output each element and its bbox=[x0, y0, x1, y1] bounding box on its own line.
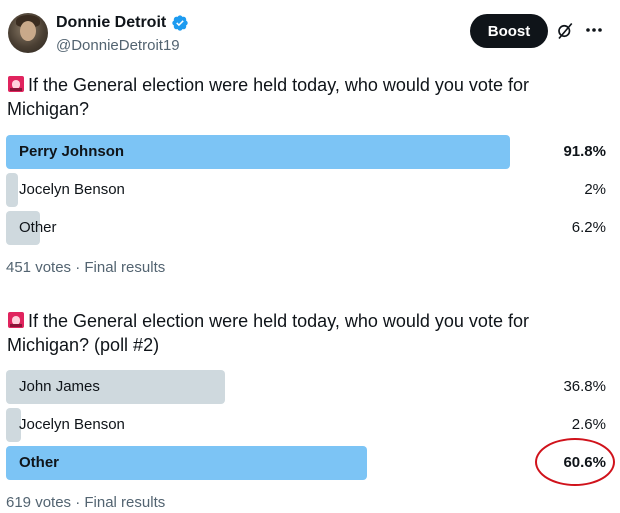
poll-question: If the General election were held today,… bbox=[7, 309, 607, 357]
ellipsis-icon bbox=[586, 28, 602, 32]
poll-option: Other 60.6% bbox=[6, 446, 606, 480]
poll-option-label: Perry Johnson bbox=[19, 143, 125, 160]
boost-button[interactable]: Boost bbox=[470, 14, 548, 48]
author-handle[interactable]: @DonnieDetroit19 bbox=[56, 37, 180, 54]
grok-icon[interactable] bbox=[556, 22, 574, 40]
poll-question-text: If the General election were held today,… bbox=[7, 311, 529, 355]
poll-option: Perry Johnson 91.8% bbox=[6, 135, 606, 169]
siren-icon bbox=[8, 76, 24, 92]
poll-option-label: Jocelyn Benson bbox=[19, 416, 125, 433]
poll-option: John James 36.8% bbox=[6, 370, 606, 404]
poll-option-bar bbox=[6, 211, 40, 245]
poll-option-bar bbox=[6, 370, 225, 404]
poll-option-label: Other bbox=[19, 454, 60, 471]
poll-option-label: Jocelyn Benson bbox=[19, 181, 125, 198]
poll-question-text: If the General election were held today,… bbox=[7, 75, 529, 119]
poll-option: Jocelyn Benson 2% bbox=[6, 173, 606, 207]
poll-option-percent: 2.6% bbox=[571, 416, 606, 433]
poll-option: Jocelyn Benson 2.6% bbox=[6, 408, 606, 442]
poll-option-percent: 36.8% bbox=[563, 378, 606, 395]
poll-question: If the General election were held today,… bbox=[7, 73, 607, 121]
poll-meta: 619 votes · Final results bbox=[6, 494, 166, 511]
poll-option-label: Other bbox=[19, 219, 57, 236]
author-name-row: Donnie Detroit bbox=[56, 14, 189, 32]
verified-badge-icon bbox=[172, 15, 188, 31]
poll-option: Other 6.2% bbox=[6, 211, 606, 245]
poll-option-bar bbox=[6, 408, 21, 442]
poll-option-bar bbox=[6, 446, 367, 480]
poll-option-label: John James bbox=[19, 378, 100, 395]
poll-meta: 451 votes · Final results bbox=[6, 259, 166, 276]
poll-option-bar bbox=[6, 173, 18, 207]
poll-option-percent: 6.2% bbox=[571, 219, 606, 236]
highlight-circle bbox=[535, 438, 615, 486]
post-header: Donnie Detroit @DonnieDetroit19 Boost bbox=[0, 0, 620, 70]
more-options-icon[interactable] bbox=[584, 20, 604, 40]
poll-option-bar bbox=[6, 135, 510, 169]
siren-icon bbox=[8, 312, 24, 328]
poll-option-percent: 91.8% bbox=[563, 143, 606, 160]
poll-option-percent: 2% bbox=[584, 181, 606, 198]
author-name[interactable]: Donnie Detroit bbox=[56, 14, 167, 31]
avatar[interactable] bbox=[8, 13, 48, 53]
